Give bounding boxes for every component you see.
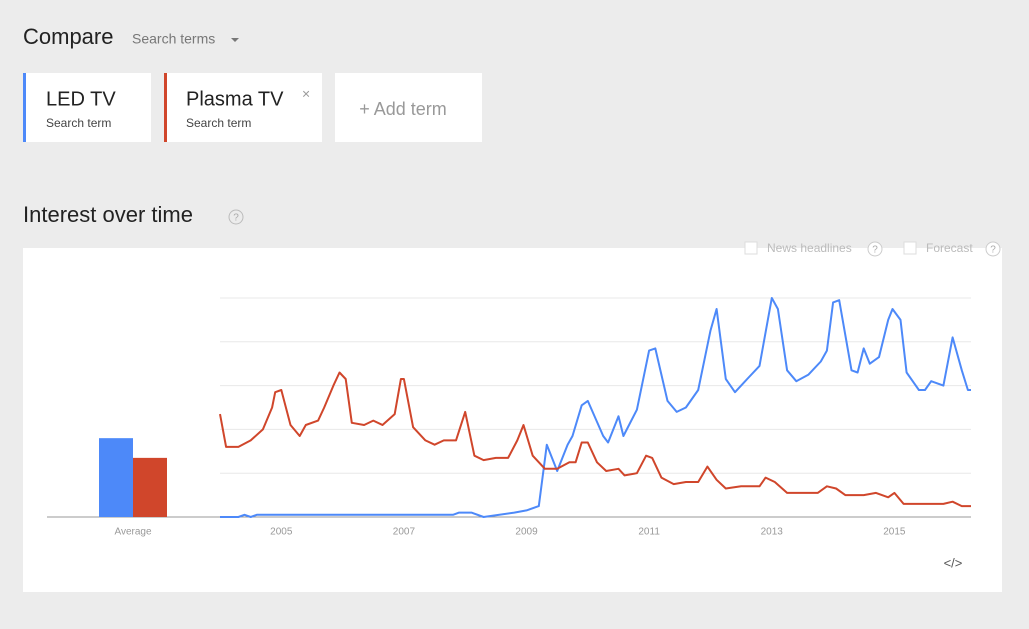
term-card[interactable]: LED TV Search term <box>23 73 151 142</box>
x-tick-label: 2007 <box>393 527 416 538</box>
card-accent <box>164 73 167 142</box>
x-tick-label: 2015 <box>883 527 906 538</box>
help-circle[interactable] <box>228 209 244 225</box>
plot: 2005 2007 2009 2011 2013 2015 Average <box>47 297 971 538</box>
checkbox[interactable] <box>744 241 758 255</box>
chart-card <box>23 248 1002 592</box>
help-icon[interactable]: ? <box>233 213 239 224</box>
card-bg <box>164 73 322 142</box>
option-label: Forecast <box>926 241 973 255</box>
compare-title: Compare <box>23 24 113 49</box>
help-circle[interactable] <box>985 241 1001 257</box>
x-tick-label: 2013 <box>761 527 784 538</box>
remove-button[interactable]: × <box>302 86 310 102</box>
average-label: Average <box>114 527 152 538</box>
card-accent <box>23 73 26 142</box>
add-term-card[interactable]: + Add term <box>335 73 482 142</box>
term-name: LED TV <box>46 88 116 110</box>
x-tick-label: 2005 <box>270 527 293 538</box>
help-icon[interactable]: ? <box>990 245 996 256</box>
option-label: News headlines <box>767 241 852 255</box>
term-kind: Search term <box>46 116 111 130</box>
term-name: Plasma TV <box>186 88 284 110</box>
embed-button[interactable]: </> <box>944 555 963 570</box>
term-card[interactable]: Plasma TV Search term × <box>164 73 322 142</box>
add-term[interactable]: + Add term <box>359 99 447 119</box>
series-line <box>219 371 971 508</box>
series-line <box>220 297 971 518</box>
section-title: Interest over time <box>23 202 193 227</box>
help-icon[interactable]: ? <box>872 245 878 256</box>
x-tick-label: 2009 <box>515 527 538 538</box>
help-circle[interactable] <box>867 241 883 257</box>
card-bg <box>335 73 482 142</box>
average-bar <box>99 438 133 517</box>
x-tick-label: 2011 <box>638 527 660 538</box>
search-terms-menu[interactable]: Search terms <box>132 31 215 47</box>
term-kind: Search term <box>186 116 251 130</box>
menu-arrow[interactable] <box>231 38 239 42</box>
average-bar <box>133 457 167 517</box>
checkbox[interactable] <box>903 241 917 255</box>
card-bg <box>23 73 151 142</box>
